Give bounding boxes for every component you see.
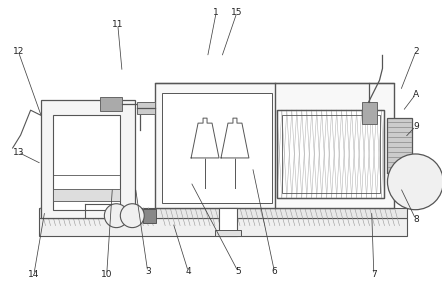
Text: 7: 7 [371,270,377,279]
Text: 14: 14 [28,270,39,279]
Text: 10: 10 [101,270,113,279]
Bar [282,115,380,193]
Bar [361,102,377,124]
Bar [41,100,135,218]
Circle shape [105,204,128,228]
Text: 2: 2 [413,47,419,56]
Text: 4: 4 [186,268,191,276]
Bar [162,93,272,203]
Bar [388,118,412,173]
Bar [101,97,122,111]
Text: 8: 8 [413,215,419,224]
Text: 1: 1 [214,8,219,17]
Text: 6: 6 [272,268,277,276]
Polygon shape [191,118,219,158]
Bar [155,83,394,208]
Bar [219,208,237,236]
Text: 9: 9 [413,122,419,131]
Bar [277,110,385,198]
Bar [39,208,408,218]
Text: 12: 12 [13,47,24,56]
Bar [215,230,241,236]
Circle shape [388,154,443,210]
Polygon shape [221,118,249,158]
Bar [53,115,120,210]
Bar [39,218,408,236]
Text: 11: 11 [112,20,124,28]
Bar [53,189,120,201]
Text: 3: 3 [145,268,151,276]
Bar [137,102,155,114]
Bar [143,209,156,223]
Bar [277,110,385,198]
Text: A: A [413,89,419,98]
Circle shape [120,204,144,228]
Text: 15: 15 [231,8,243,17]
Text: 5: 5 [235,268,241,276]
Text: 13: 13 [12,148,24,157]
